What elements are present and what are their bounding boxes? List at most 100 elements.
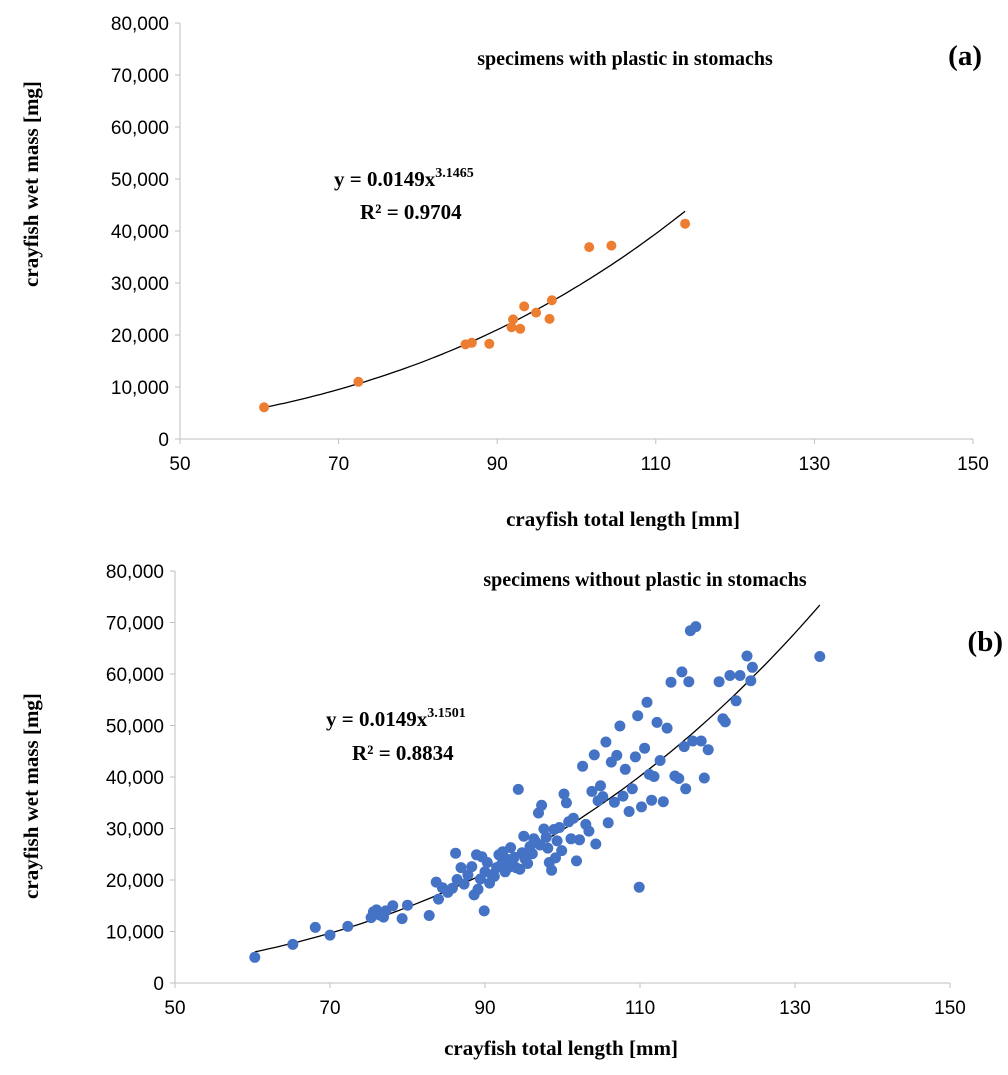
panel-a-y-tick-label: 70,000 [111,66,169,87]
panel-b-data-point [553,822,565,833]
panel-b-label: (b) [968,626,1003,658]
panel-b-data-point [249,951,261,963]
panel-b-data-point [676,666,688,678]
panel-a-data-point [584,242,595,253]
panel-a-data-point [259,402,270,413]
panel-b-data-point [623,806,635,817]
panel-a-data-point [506,322,517,333]
panel-b-data-point [657,796,669,808]
panel-a-scatter-chart: 0 10,000 20,000 30,000 40,000 50,000 60,000 70,… [19,14,989,531]
panel-b-data-point [433,893,444,905]
panel-a-data-point [519,301,530,312]
panel-a-y-tick-label: 20,000 [111,326,169,347]
panel-b-data-point [542,842,554,854]
panel-b-data-point [636,801,647,813]
panel-b-data-point [522,858,534,869]
panel-b-y-ticks: 0 10,000 20,000 30,000 40,000 50,000 60,000 70,… [106,562,175,995]
panel-a-equation-exponent: 3.1465 [435,166,474,181]
panel-b-y-tick-label: 10,000 [106,923,164,944]
panel-b-data-point [574,834,585,846]
panel-a-data-point [515,323,526,334]
panel-b-y-tick-label: 20,000 [106,871,164,892]
panel-b-data-point [458,878,470,890]
panel-b-data-point [648,771,660,782]
panel-b-data-point [614,720,626,732]
panel-b-data-point [641,696,653,708]
panel-b-data-point [595,780,606,792]
panel-b-data-point [597,791,609,803]
panel-b-data-point [632,710,644,722]
panel-a-x-ticks: 50 70 90 110 130 150 [169,439,989,475]
panel-b-data-point [586,785,598,797]
panel-a-y-tick-label: 10,000 [111,378,169,399]
panel-b-data-point [690,621,702,633]
panel-b-data-point [633,881,645,893]
panel-b-data-point [324,929,336,941]
panel-b-data-point [588,749,600,761]
panel-b-equation: y = 0.0149x3.1501 [326,706,466,731]
panel-b-x-tick-label: 90 [474,998,495,1019]
panel-b-data-point [538,823,550,835]
panel-b-data-point [702,744,714,756]
panel-b-scatter-chart: 0 10,000 20,000 30,000 40,000 50,000 60,000 70,… [19,562,1003,1060]
panel-b-data-point [646,794,658,806]
panel-b-data-point [654,755,666,766]
panel-a-label: (a) [948,40,982,72]
panel-a-y-tick-label: 60,000 [111,118,169,139]
panel-a-x-tick-label: 150 [957,454,989,475]
panel-b-x-axis-title: crayfish total length [mm] [444,1036,678,1060]
panel-b-data-point [814,651,826,662]
panel-b-equation-exponent: 3.1501 [427,706,466,721]
panel-b-data-point [567,812,579,824]
panel-b-data-point [678,741,690,753]
panel-a-x-tick-label: 110 [641,454,671,475]
panel-b-data-point [741,650,753,662]
panel-a-data-point [466,337,477,348]
panel-b-data-point [402,899,413,911]
panel-b-data-point [730,695,742,707]
panel-a-data-point [508,314,519,325]
panel-b-x-tick-label: 150 [934,998,966,1019]
panel-b-data-point [455,862,467,874]
panel-b-data-point [608,796,620,808]
panel-b-y-tick-label: 50,000 [106,717,164,738]
panel-b-data-point [626,783,638,795]
panel-b-points [249,621,826,963]
panel-b-title: specimens without plastic in stomachs [483,569,807,591]
panel-b-y-tick-label: 70,000 [106,614,164,635]
panel-b-data-point [462,869,474,881]
panel-b-y-tick-label: 40,000 [106,768,164,789]
panel-b-data-point [550,852,561,864]
panel-b-data-point [450,847,462,859]
panel-b-data-point [617,790,629,802]
panel-b-data-point [571,855,582,867]
panel-b-data-point [665,676,677,688]
panel-b-data-point [719,716,731,728]
panel-a-points [259,218,691,413]
panel-b-data-point [512,783,524,795]
panel-b-data-point [546,864,558,876]
panel-b-data-point [695,735,707,747]
panel-a-y-axis-title: crayfish wet mass [mg] [19,81,43,287]
panel-b-data-point [583,825,595,837]
panel-a-y-tick-label: 30,000 [111,274,169,295]
panel-b-data-point [673,773,685,784]
panel-b-data-point [446,882,458,894]
panel-b-data-point [558,788,570,800]
panel-b-data-point [396,913,408,925]
panel-b-data-point [639,742,651,754]
panel-b-data-point [309,921,321,933]
panel-a-x-tick-label: 90 [487,454,508,475]
panel-b-x-tick-label: 70 [319,998,340,1019]
panel-b-data-point [680,783,692,795]
panel-a-y-tick-label: 0 [158,430,169,451]
panel-b-trendline [254,604,821,953]
panel-b-data-point [745,675,757,687]
panel-b-x-tick-label: 110 [625,998,655,1019]
panel-a-x-tick-label: 50 [169,454,190,475]
panel-b-data-point [724,670,736,681]
panel-b-data-point [565,833,577,845]
panel-a-r-squared: R² = 0.9704 [360,200,462,224]
panel-a-y-tick-label: 50,000 [111,170,169,191]
